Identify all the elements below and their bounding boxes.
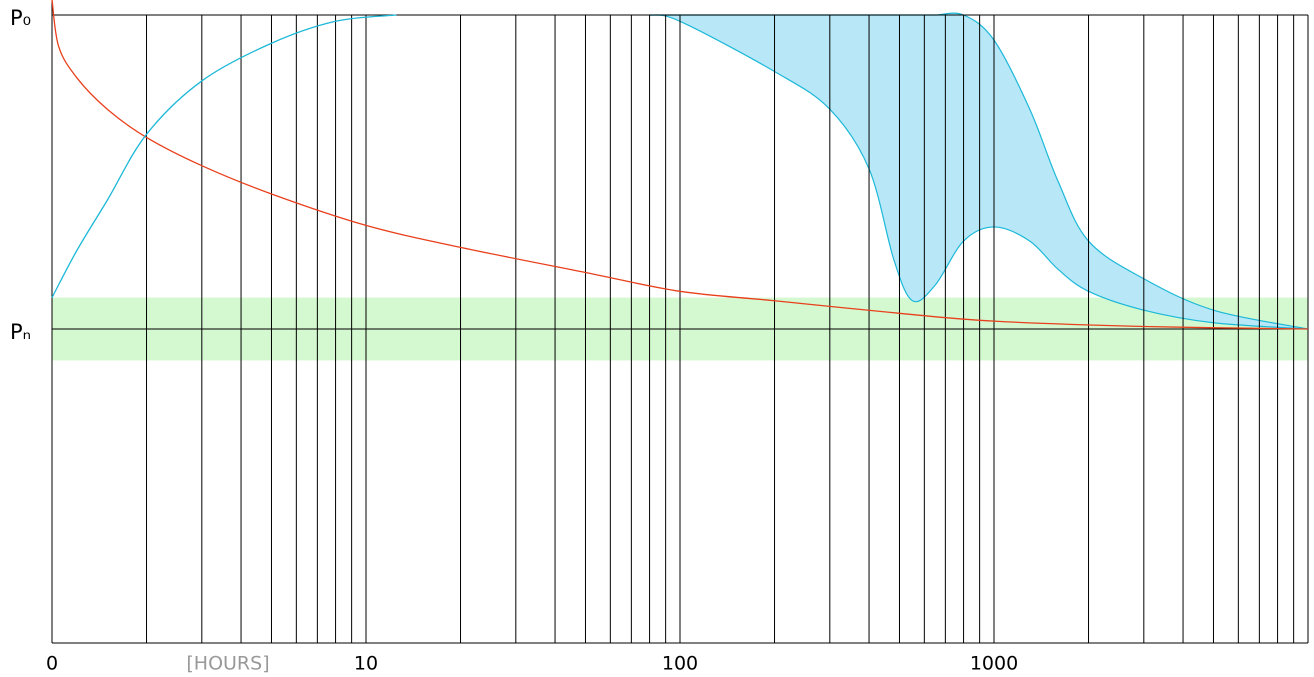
x-tick-label: 10 [354, 653, 378, 675]
x-tick-label: 100 [662, 653, 698, 675]
y-tick-label: Pₙ [10, 320, 31, 344]
x-axis-label: [HOURS] [186, 653, 269, 675]
band-lower-line [649, 14, 1309, 330]
x-tick-label: 1000 [970, 653, 1018, 675]
y-tick-label: P₀ [10, 6, 31, 30]
series-line [51, 14, 397, 298]
x-tick-label: 0 [46, 653, 58, 675]
shaded-band [649, 13, 1308, 330]
series-line [51, 0, 1309, 330]
